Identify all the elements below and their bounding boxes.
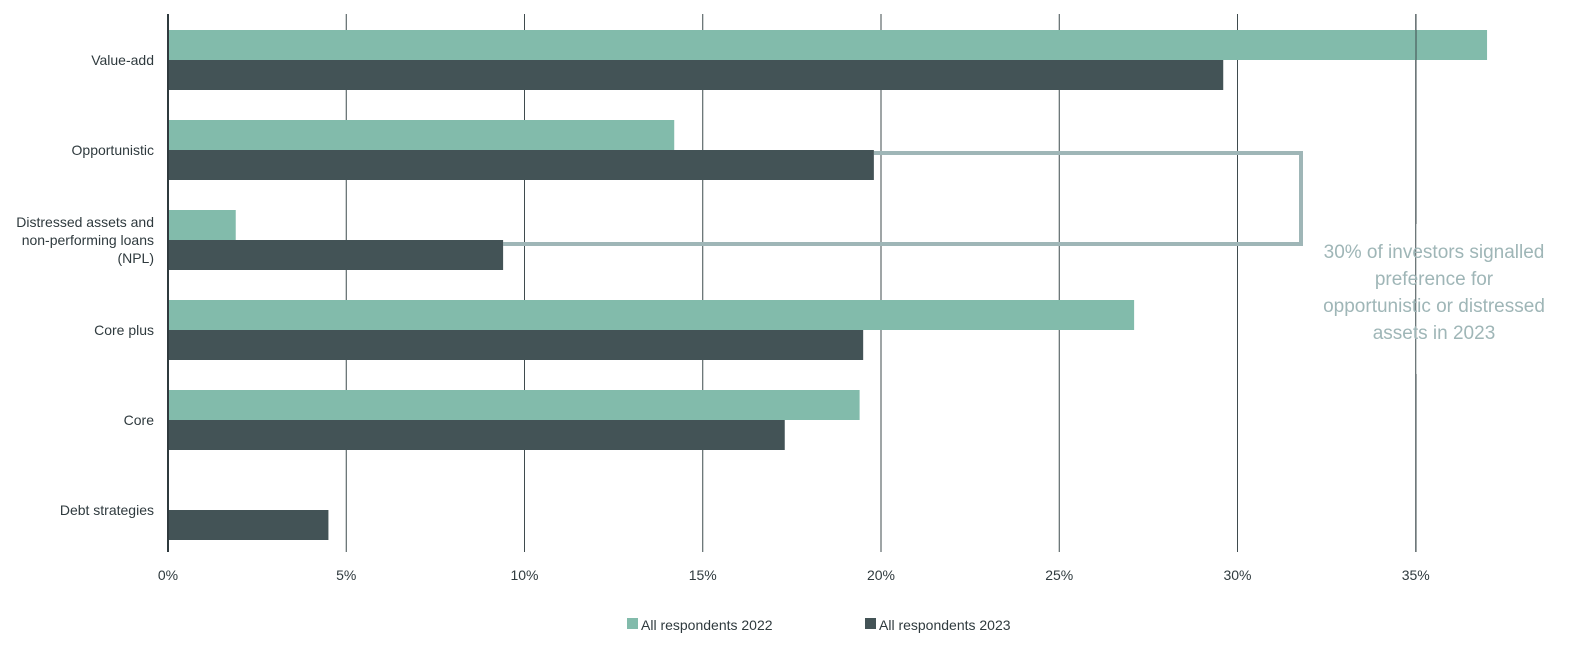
- annotation-line-1: preference for: [1375, 269, 1494, 290]
- bar-series1-cat0: [168, 60, 1224, 90]
- grid-lines: [345, 14, 1417, 552]
- x-tick-label-7: 35%: [1402, 567, 1430, 583]
- category-label-0: Value-add: [91, 52, 154, 68]
- x-tick-label-2: 10%: [510, 567, 538, 583]
- bar-series0-cat1: [168, 120, 675, 150]
- bars: [168, 30, 1488, 540]
- legend-label-1: All respondents 2023: [879, 617, 1011, 633]
- category-label-2-line-1: non-performing loans: [22, 232, 154, 248]
- bar-series1-cat2: [168, 240, 504, 270]
- category-label-1-line-0: Opportunistic: [72, 142, 154, 158]
- x-tick-label-6: 30%: [1223, 567, 1251, 583]
- annotation-callout: 30% of investors signalled preference for…: [1323, 242, 1545, 344]
- legend-label-0: All respondents 2022: [641, 617, 773, 633]
- bar-series0-cat2: [168, 210, 236, 240]
- annotation-line-2: opportunistic or distressed: [1323, 296, 1545, 317]
- category-label-2-line-0: Distressed assets and: [16, 214, 154, 230]
- legend-swatch-0: [627, 618, 638, 629]
- x-tick-label-5: 25%: [1045, 567, 1073, 583]
- annotation-bracket-path: [503, 151, 1303, 246]
- category-label-2: Distressed assets and non-performing loan…: [16, 214, 154, 266]
- bar-series0-cat3: [168, 300, 1135, 330]
- category-label-4: Core: [124, 412, 155, 428]
- category-label-5-line-0: Debt strategies: [60, 502, 154, 518]
- category-label-2-line-2: (NPL): [117, 250, 154, 266]
- annotation-bracket: [503, 151, 1303, 246]
- bar-series0-cat4: [168, 390, 860, 420]
- bar-series1-cat3: [168, 330, 864, 360]
- category-label-3: Core plus: [94, 322, 154, 338]
- bar-series1-cat4: [168, 420, 785, 450]
- x-tick-label-1: 5%: [336, 567, 356, 583]
- bar-series0-cat0: [168, 30, 1488, 60]
- category-label-5: Debt strategies: [60, 502, 154, 518]
- x-tick-label-3: 15%: [689, 567, 717, 583]
- annotation-line-0: 30% of investors signalled: [1324, 242, 1545, 263]
- annotation-line-3: assets in 2023: [1373, 323, 1496, 344]
- category-label-1: Opportunistic: [72, 142, 154, 158]
- category-label-3-line-0: Core plus: [94, 322, 154, 338]
- x-tick-label-4: 20%: [867, 567, 895, 583]
- x-tick-label-0: 0%: [158, 567, 178, 583]
- annotation-text: 30% of investors signalled preference for…: [1323, 14, 1545, 552]
- bar-series1-cat5: [168, 510, 329, 540]
- category-labels: Value-add Opportunistic Distressed assets …: [16, 52, 154, 518]
- bar-series1-cat1: [168, 150, 874, 180]
- legend: All respondents 2022 All respondents 2023: [627, 617, 1011, 633]
- category-label-0-line-0: Value-add: [91, 52, 154, 68]
- legend-swatch-1: [865, 618, 876, 629]
- x-tick-labels: 0% 5% 10% 15% 20% 25% 30% 35%: [158, 567, 1430, 583]
- category-label-4-line-0: Core: [124, 412, 155, 428]
